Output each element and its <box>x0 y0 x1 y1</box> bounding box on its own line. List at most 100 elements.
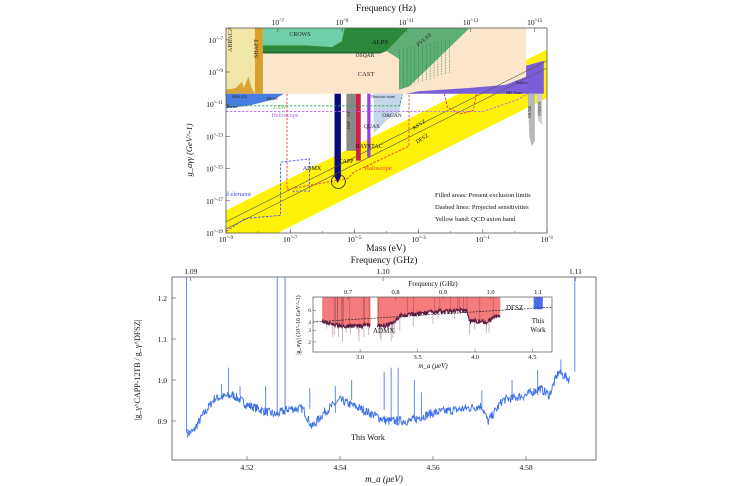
y-tick-label: 10^-11 <box>206 100 223 109</box>
region-rbf-uf <box>346 93 356 151</box>
region-label-helioscope: Helioscope <box>272 113 299 119</box>
top-axis-title: Frequency (GHz) <box>351 255 418 266</box>
inset-x-axis-title: m_a (μeV) <box>418 362 448 370</box>
model-line-ksvz <box>226 60 547 222</box>
region-label-capp: CAPP <box>338 159 354 165</box>
model-line-dfsz <box>226 67 547 230</box>
y-tick-label: 1.0 <box>158 376 168 385</box>
region-label-hess: HESS <box>266 96 278 101</box>
inset-x-tick-label: 3.5 <box>414 354 422 361</box>
series-label: This Work <box>351 433 385 442</box>
top-tick-label: 10^11 <box>399 18 414 27</box>
inset-y-tick-label: 4 <box>308 320 311 326</box>
region-osqar <box>262 51 387 54</box>
x-tick-label: 10^-3 <box>411 235 426 244</box>
region-label-cast: CAST <box>358 71 375 78</box>
region-label-alps: ALPS <box>372 39 388 46</box>
region-stars <box>405 60 544 94</box>
region-fermi-hess-mrk421 <box>226 93 284 109</box>
region-label-rbf-uf: RBF · UF <box>346 111 351 130</box>
region-label-lsw: LSW <box>274 105 287 111</box>
top-tick-label: 10^15 <box>527 18 543 27</box>
projection-haloscope <box>286 93 410 191</box>
x-tick-label: 4.52 <box>240 463 253 472</box>
x-tick-label: 10^-5 <box>347 235 362 244</box>
projection-lumped-element <box>226 158 310 232</box>
legend-note-band: Yellow band: QCD axion band <box>435 216 516 223</box>
region-label-muse: MUSE <box>527 105 532 118</box>
top-tick-label: 10^13 <box>463 18 479 27</box>
inset-label-admx: ADMX <box>373 327 394 335</box>
inset-y-tick-label: 6 <box>308 308 311 314</box>
y-tick-label: 10^-17 <box>206 197 223 206</box>
region-label-admx: ADMX <box>303 166 322 172</box>
y-tick-label: 1.2 <box>158 294 168 303</box>
ratio-plot: 4.52 4.54 4.56 4.580.91.01.11.21.09 1.10 1.11… <box>133 255 597 484</box>
inset-label-this-work-2: Work <box>530 326 546 334</box>
y-tick-label: 10^-7 <box>209 36 224 45</box>
highlight-circle <box>330 174 346 189</box>
top-axis-title: Frequency (Hz) <box>356 3 416 14</box>
dfsz-line <box>313 306 552 323</box>
y-tick-label: 1.1 <box>158 335 168 344</box>
region-capp <box>356 93 361 161</box>
region-label-osqar: OSQAR <box>356 53 375 59</box>
region-label-solar: Solar-ν <box>516 80 529 85</box>
region-label-haystac: HAYSTAC <box>355 144 382 150</box>
x-tick-label: 10^-1 <box>476 235 491 244</box>
inset-top-tick-label: 0.8 <box>392 289 400 296</box>
region-muse <box>527 93 535 147</box>
legend-note-dashed: Dashed lines: Projected sensitivities <box>435 204 529 211</box>
y-tick-label: 10^-9 <box>209 68 224 77</box>
top-tick-label: 10^9 <box>336 18 349 27</box>
region-label-organ: ORGAN <box>382 113 402 119</box>
admx-excluded-region <box>377 297 501 328</box>
region-label-shaft: SHAFT <box>254 39 260 58</box>
y-tick-label: 0.9 <box>158 417 168 426</box>
plot-frame <box>171 276 597 461</box>
inset-x-tick-label: 3.0 <box>356 354 364 361</box>
inset-x-tick-label: 4.0 <box>471 354 479 361</box>
region-label-neutron-stars: Neutron stars <box>371 94 395 99</box>
x-tick-label: 4.54 <box>333 463 346 472</box>
region-label-lumped: Lumped element <box>207 191 251 198</box>
region-label-hb-stars: HB Stars <box>506 90 523 95</box>
x-tick-label: 10^1 <box>541 235 554 244</box>
projection-helioscope <box>226 93 528 112</box>
region-label-vimos: VIMOS <box>537 101 542 116</box>
inset-top-axis-title: Frequency (GHz) <box>408 280 458 288</box>
series-line <box>187 368 571 438</box>
y-axis-title: |g_γ^CAPP-12TB / g_γ^DFSZ| <box>133 320 142 420</box>
inset-top-tick-label: 1.0 <box>487 289 495 296</box>
inset-top-tick-label: 0.7 <box>344 289 353 296</box>
region-label-haloscope: Haloscope <box>364 165 392 172</box>
inset-y-axis-title: |g_aγγ| (10^-16 GeV^-1) <box>295 295 302 354</box>
y-tick-label: 10^-13 <box>206 132 223 141</box>
region-pvlas <box>386 28 470 90</box>
region-abracadabra <box>226 28 255 94</box>
y-tick-label: 10^-15 <box>206 165 223 174</box>
top-tick-label: 10^7 <box>272 18 285 27</box>
region-label-crows: CROWS <box>289 32 310 38</box>
region-admx <box>334 93 341 184</box>
x-tick-label: 4.56 <box>426 463 439 472</box>
region-label-quax: QUAX <box>364 124 380 130</box>
x-axis-title: m_a (μeV) <box>365 474 403 484</box>
x-axis-title: Mass (eV) <box>366 243 406 254</box>
exclusion-plot: ABRACA-DABRA SHAFTCROWSALPSOSQARPVLASCAST… <box>184 3 554 254</box>
projection-lsw <box>226 94 404 107</box>
region-label-abracadabra: ABRACA-DABRA <box>228 3 234 52</box>
region-abracadabra-limit <box>226 76 255 94</box>
region-neutron-stars <box>373 93 403 134</box>
region-alps <box>262 28 409 52</box>
region-label-mrk421: Mrk 421 <box>232 94 248 99</box>
region-crows <box>262 28 345 47</box>
region-vimos <box>536 93 543 126</box>
y-tick-label: 10^-19 <box>206 229 223 238</box>
inset-top-tick-label: 0.9 <box>439 289 447 296</box>
inset-plot: 3.0 3.5 4.0 4.5 2 3 4 6 0.7 0.8 0.9 1.0 1.1 Frequenc… <box>295 280 553 370</box>
inset-y-tick-label: 2 <box>308 340 311 346</box>
top-tick-label: 1.09 <box>184 267 197 276</box>
x-tick-label: 10^-7 <box>283 235 298 244</box>
